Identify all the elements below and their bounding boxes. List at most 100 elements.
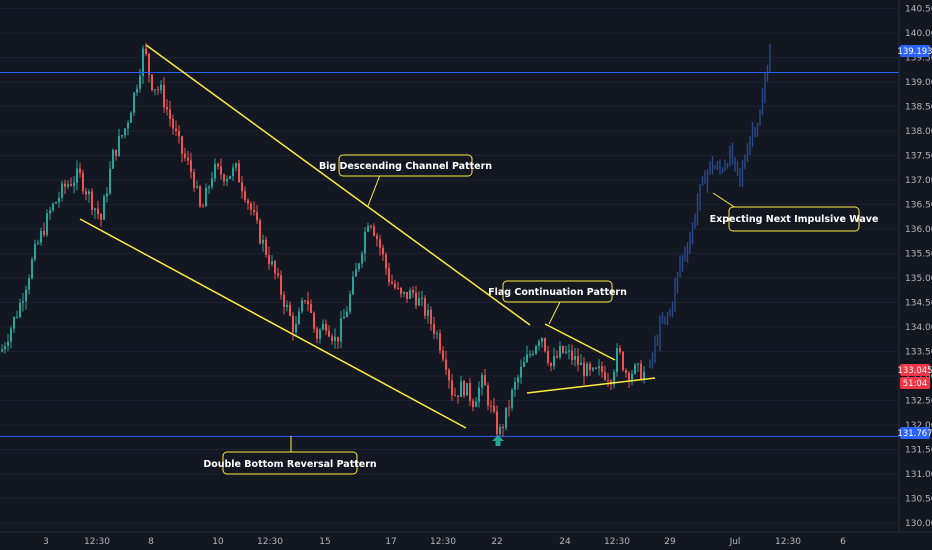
candle-body [514, 382, 516, 390]
candle-body [244, 191, 246, 201]
candle-body [553, 355, 555, 367]
candle-body [253, 209, 255, 213]
x-tick-label: 12:30 [84, 537, 110, 547]
candle-body [205, 188, 207, 207]
candle-body [271, 261, 273, 265]
callout-double-bottom[interactable]: Double Bottom Reversal Pattern [203, 451, 377, 475]
candle-body [106, 193, 108, 197]
candle-body [613, 372, 615, 385]
candle-body [97, 208, 99, 215]
candle-body [109, 168, 111, 194]
current-price-text: 133.045 [897, 366, 932, 376]
candle-body [286, 304, 288, 307]
candle-body [70, 184, 72, 186]
candle-body [85, 191, 87, 195]
candle-body [340, 318, 342, 342]
channel-upper-trendline[interactable] [145, 44, 531, 326]
candle-body [1, 349, 3, 352]
candle-body [427, 309, 429, 316]
candle-body [37, 242, 39, 244]
candle-body [322, 323, 324, 330]
candle-body [7, 341, 9, 347]
candle-body [283, 294, 285, 307]
candle-body [133, 92, 135, 113]
candle-body [412, 290, 414, 293]
callout-wave[interactable]: Expecting Next Impulsive Wave [710, 206, 879, 232]
candle-body [559, 345, 561, 358]
candle-body [523, 362, 525, 367]
candle-body [289, 304, 291, 316]
x-tick-label: 22 [491, 537, 502, 547]
candle-body [277, 273, 279, 276]
candle-body [100, 214, 102, 220]
candle-body [487, 385, 489, 406]
candle-body [517, 377, 519, 383]
candle-body [121, 135, 123, 137]
callout-channel[interactable]: Big Descending Channel Pattern [319, 154, 492, 177]
candle-body [13, 316, 15, 329]
y-axis[interactable]: 140.500 140.000 139.500 139.000 138.500 138.0… [905, 5, 932, 530]
y-tick-label: 138.500 [905, 103, 932, 113]
y-tick-label: 133.500 [905, 348, 932, 358]
candle-body [532, 353, 534, 355]
callout-wave-text: Expecting Next Impulsive Wave [710, 214, 879, 225]
candle-body [82, 172, 84, 192]
candle-body [25, 289, 27, 302]
candle-body [223, 174, 225, 182]
candle-body [415, 292, 417, 306]
x-tick-label: 12:30 [775, 537, 801, 547]
candle-body [19, 302, 21, 317]
y-tick-label: 137.000 [905, 176, 932, 186]
candle-body [418, 298, 420, 306]
candle-body [52, 203, 54, 211]
candle-body [328, 330, 330, 337]
candles [1, 42, 645, 438]
candle-body [586, 363, 588, 377]
candle-body [562, 345, 564, 353]
candle-body [394, 283, 396, 288]
flag-lower-trendline[interactable] [526, 377, 656, 394]
candle-body [259, 220, 261, 244]
candle-body [154, 89, 156, 91]
candle-body [232, 167, 234, 177]
candle-body [241, 182, 243, 192]
candle-body [298, 311, 300, 324]
candle-body [421, 297, 423, 299]
candle-body [73, 182, 75, 186]
candle-body [538, 341, 540, 347]
callout-flag[interactable]: Flag Continuation Pattern [488, 280, 627, 303]
candle-body [31, 259, 33, 279]
candle-body [367, 225, 369, 232]
candle-body [316, 328, 318, 339]
candle-body [565, 351, 567, 353]
candle-body [580, 362, 582, 366]
candle-body [127, 122, 129, 129]
candle-body [268, 254, 270, 265]
candle-body [499, 426, 501, 435]
candle-body [319, 329, 321, 339]
channel-lower-trendline[interactable] [79, 218, 467, 429]
candle-body [292, 315, 294, 333]
candle-body [34, 243, 36, 260]
candle-body [406, 291, 408, 299]
candle-body [595, 367, 597, 369]
candle-body [163, 84, 165, 108]
candle-body [196, 186, 198, 188]
y-tick-label: 136.000 [905, 225, 932, 235]
y-tick-label: 131.000 [905, 470, 932, 480]
candle-body [601, 366, 603, 373]
candle-body [10, 328, 12, 342]
candle-body [379, 239, 381, 248]
candle-body [508, 407, 510, 409]
y-tick-label: 134.500 [905, 299, 932, 309]
candle-body [310, 304, 312, 313]
countdown-text: 51:04 [903, 379, 928, 389]
candle-body [343, 316, 345, 319]
flag-upper-trendline[interactable] [544, 323, 616, 361]
up-arrow-icon [492, 435, 504, 446]
candle-body [364, 231, 366, 254]
candle-body [478, 387, 480, 402]
x-axis[interactable]: 3 12:30 8 10 12:30 15 17 12:30 22 24 12:30 29 Jul 12:… [43, 537, 846, 547]
y-tick-label: 132.500 [905, 397, 932, 407]
